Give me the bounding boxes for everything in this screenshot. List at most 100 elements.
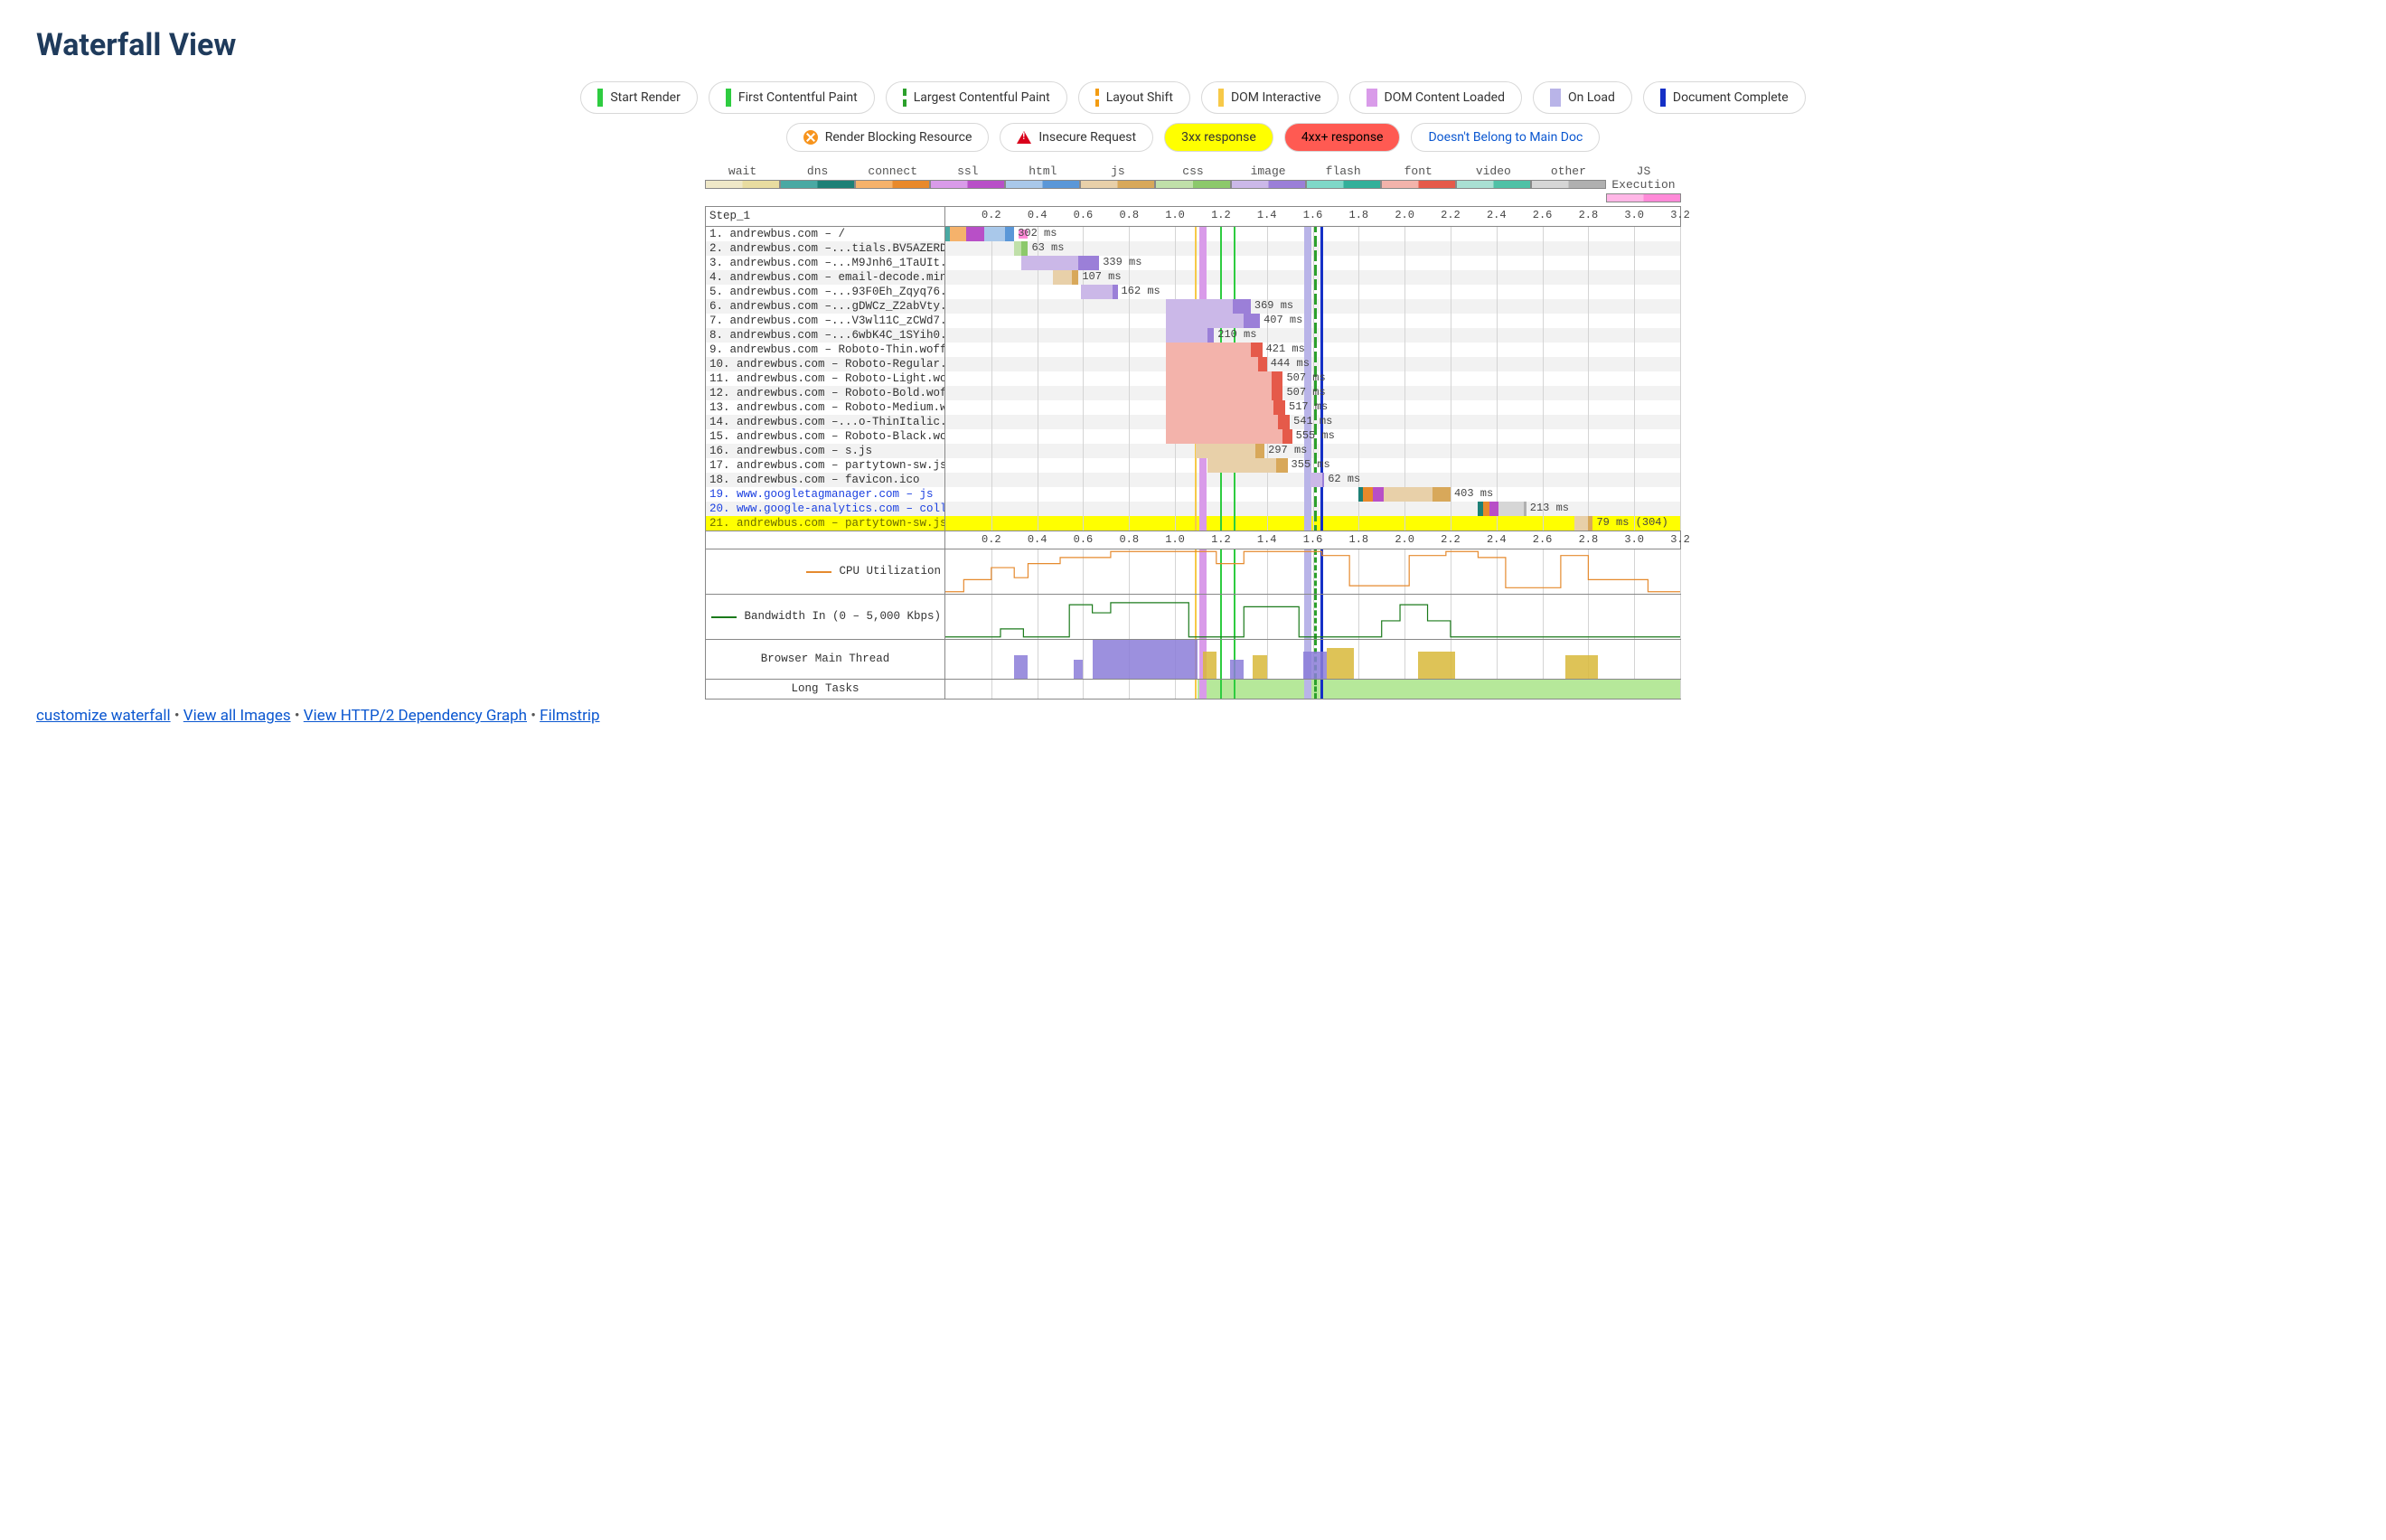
row-label: 21. andrewbus.com – partytown-sw.js [709,518,945,530]
bar-segment [1166,415,1278,429]
timing-marker [1304,516,1311,531]
legend-doesn-t-belong-to-main-doc[interactable]: Doesn't Belong to Main Doc [1411,123,1600,152]
bar-segment [966,227,984,241]
legend-start-render[interactable]: Start Render [580,81,698,114]
bar-segment [1282,429,1292,444]
timing-marker [1195,502,1197,516]
waterfall-row[interactable]: 8. andrewbus.com –...6wbK4C_1SYih0.webp2… [706,328,1680,343]
waterfall-row[interactable]: 14. andrewbus.com –...o-ThinItalic.woff2… [706,415,1680,429]
waterfall-row[interactable]: 10. andrewbus.com – Roboto-Regular.woff2… [706,357,1680,371]
timing-marker [1314,227,1317,241]
waterfall-row[interactable]: 16. andrewbus.com – s.js297 ms [706,444,1680,458]
waterfall-row[interactable]: 2. andrewbus.com –...tials.BV5AZERD.css6… [706,241,1680,256]
timing-marker [1304,502,1311,516]
waterfall-row[interactable]: 6. andrewbus.com –...gDWCz_Z2abVty.webp3… [706,299,1680,314]
waterfall-row[interactable]: 9. andrewbus.com – Roboto-Thin.woff2421 … [706,343,1680,357]
legend-largest-contentful-paint[interactable]: Largest Contentful Paint [886,81,1067,114]
main-thread-panel: Browser Main Thread [706,639,1680,679]
timing-marker [1195,680,1197,699]
row-duration: 210 ms [1217,329,1256,340]
bar-segment [1005,227,1014,241]
legend-first-contentful-paint[interactable]: First Contentful Paint [709,81,875,114]
waterfall-row[interactable]: 1. andrewbus.com – /302 ms [706,227,1680,241]
legend-on-load[interactable]: On Load [1533,81,1632,114]
waterfall-row[interactable]: 3. andrewbus.com –...M9Jnh6_1TaUIt.webp3… [706,256,1680,270]
timing-marker [1234,285,1235,299]
timing-marker [1220,516,1222,531]
timing-marker [1320,314,1323,328]
legend-render-blocking-resource[interactable]: Render Blocking Resource [786,123,990,152]
timing-marker [1195,458,1197,473]
timing-marker [1320,328,1323,343]
link-view-all-images[interactable]: View all Images [183,707,291,725]
waterfall-row[interactable]: 18. andrewbus.com – favicon.ico62 ms [706,473,1680,487]
row-label: 19. www.googletagmanager.com – js [709,489,934,501]
timing-marker [1199,502,1207,516]
row-label: 10. andrewbus.com – Roboto-Regular.woff2 [709,359,945,371]
bar-segment [1072,270,1079,285]
timing-marker [1234,241,1235,256]
link-view-http-2-dependency-graph[interactable]: View HTTP/2 Dependency Graph [304,707,527,725]
type-flash: flash [1306,164,1381,202]
waterfall-row[interactable]: 20. www.google-analytics.com – collect21… [706,502,1680,516]
link-customize-waterfall[interactable]: customize waterfall [36,707,171,725]
timing-marker [1234,227,1235,241]
legend-3xx-response[interactable]: 3xx response [1164,123,1273,152]
render-blocking-icon [800,127,821,148]
row-label: 15. andrewbus.com – Roboto-Black.woff2 [709,431,945,443]
link-filmstrip[interactable]: Filmstrip [540,707,599,725]
timing-marker [1320,285,1323,299]
legend-row-types: waitdnsconnectsslhtmljscssimageflashfont… [705,164,1681,202]
bar-segment [1196,444,1255,458]
waterfall-row[interactable]: 7. andrewbus.com –...V3wl11C_zCWd7.webp4… [706,314,1680,328]
legend-dom-content-loaded[interactable]: DOM Content Loaded [1349,81,1523,114]
timing-marker [1234,256,1235,270]
bar-segment [950,227,966,241]
bar-segment [1166,328,1207,343]
bar-segment [1021,256,1079,270]
bar-segment [1166,400,1273,415]
type-js-execution: JS Execution [1606,164,1681,202]
row-label: 12. andrewbus.com – Roboto-Bold.woff2 [709,388,945,399]
timing-marker [1314,343,1317,357]
waterfall-row[interactable]: 15. andrewbus.com – Roboto-Black.woff255… [706,429,1680,444]
waterfall-row[interactable]: 17. andrewbus.com – partytown-sw.js355 m… [706,458,1680,473]
waterfall-row[interactable]: 4. andrewbus.com – email-decode.min.js10… [706,270,1680,285]
bar-segment [1255,444,1264,458]
bar-segment [1244,314,1260,328]
timing-marker [1234,516,1235,531]
row-duration: 213 ms [1530,502,1569,513]
bar-segment [1207,458,1276,473]
bar-segment [1489,502,1498,516]
waterfall-row[interactable]: 12. andrewbus.com – Roboto-Bold.woff2507… [706,386,1680,400]
timing-marker [1320,343,1323,357]
waterfall-row[interactable]: 21. andrewbus.com – partytown-sw.js79 ms… [706,516,1680,531]
timing-marker [1195,256,1197,270]
row-duration: 63 ms [1031,242,1064,253]
legend-insecure-request[interactable]: Insecure Request [1000,123,1153,152]
bar-segment [1166,299,1233,314]
timing-marker [1234,270,1235,285]
waterfall-row[interactable]: 19. www.googletagmanager.com – js403 ms [706,487,1680,502]
timing-marker [1199,256,1207,270]
waterfall-row[interactable]: 13. andrewbus.com – Roboto-Medium.woff25… [706,400,1680,415]
bar-segment [1272,371,1283,386]
legend-4xx-response[interactable]: 4xx+ response [1284,123,1401,152]
timing-marker [1220,640,1222,679]
waterfall-row[interactable]: 5. andrewbus.com –...93F0Eh_Zqyq76.avif1… [706,285,1680,299]
waterfall-row[interactable]: 11. andrewbus.com – Roboto-Light.woff250… [706,371,1680,386]
timing-marker [1220,502,1222,516]
timing-marker [1314,502,1317,516]
legend-dom-interactive[interactable]: DOM Interactive [1201,81,1339,114]
timing-marker [1320,241,1323,256]
timing-marker [1304,256,1311,270]
bar-segment [1078,256,1099,270]
row-label: 3. andrewbus.com –...M9Jnh6_1TaUIt.webp [709,258,945,269]
step-label: Step_1 [706,207,945,226]
row-label: 13. andrewbus.com – Roboto-Medium.woff2 [709,402,945,414]
legend-layout-shift[interactable]: Layout Shift [1078,81,1190,114]
legend-document-complete[interactable]: Document Complete [1643,81,1806,114]
page-title: Waterfall View [36,27,2350,63]
bar-segment [1524,502,1526,516]
row-duration: 407 ms [1263,315,1302,325]
